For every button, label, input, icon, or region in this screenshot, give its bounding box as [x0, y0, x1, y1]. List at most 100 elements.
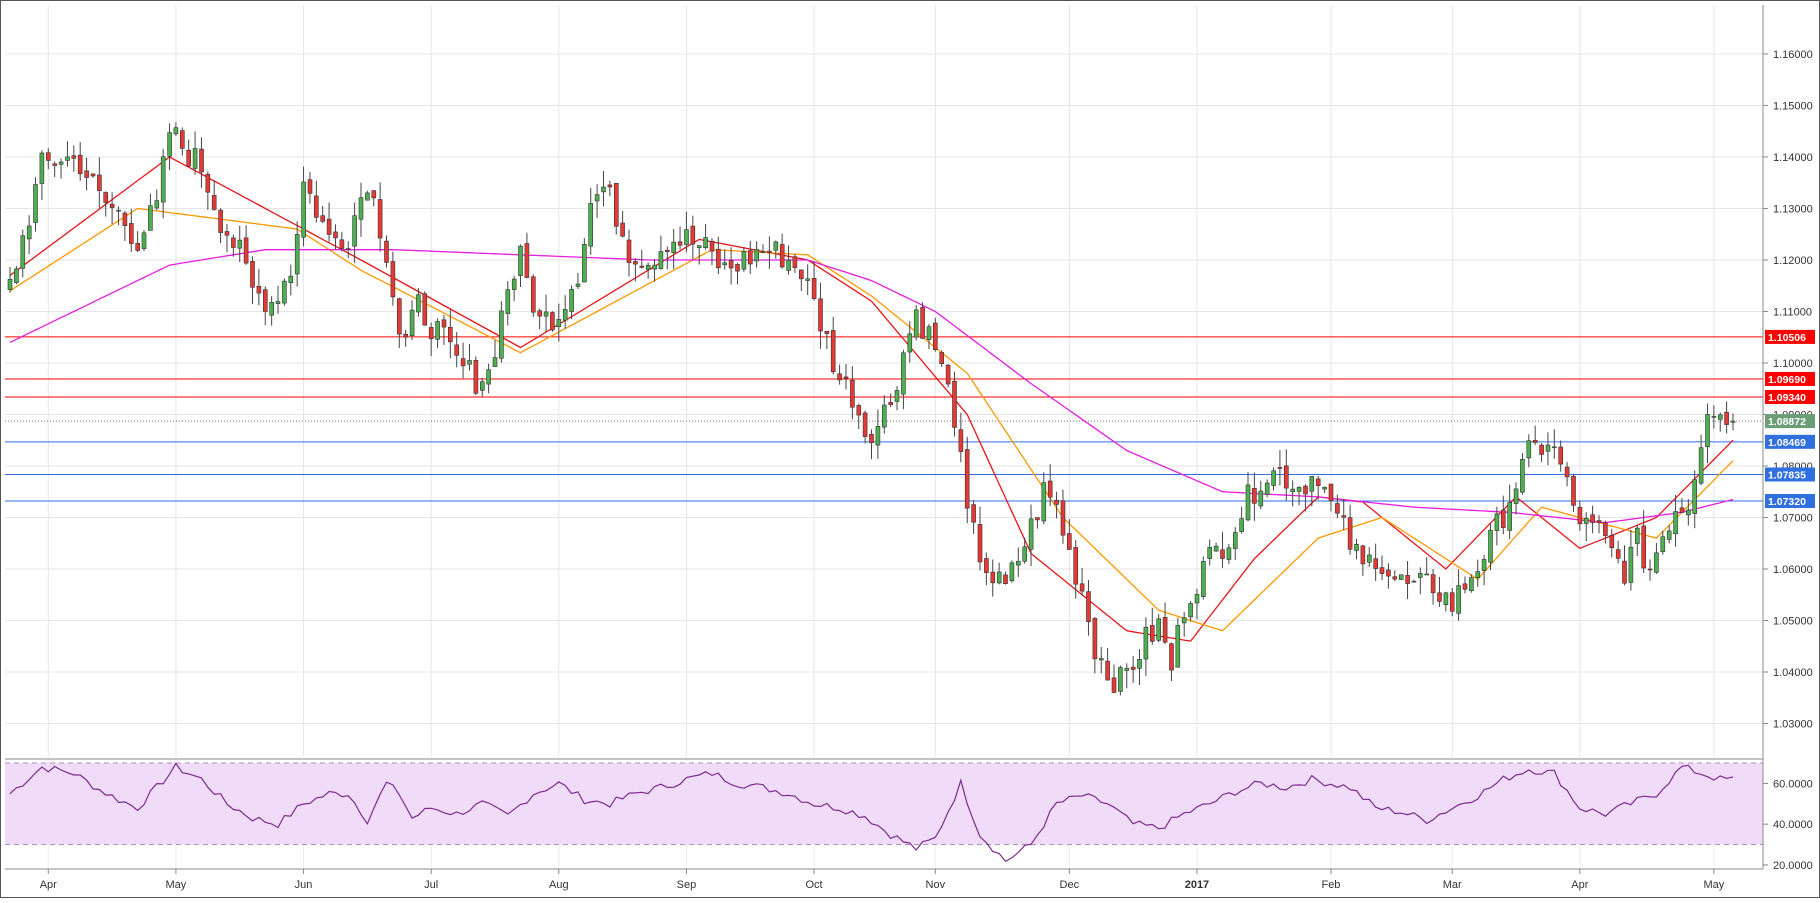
- candle-body: [626, 239, 632, 263]
- candle-body: [543, 311, 549, 317]
- level-price-label: 1.09340: [1768, 392, 1806, 404]
- candle-body: [1009, 562, 1015, 582]
- candle-body: [850, 379, 855, 408]
- candle-body: [237, 239, 243, 249]
- candle-body: [1564, 466, 1570, 478]
- candle-body: [90, 173, 96, 177]
- time-tick-label: May: [166, 879, 187, 891]
- candle-body: [1539, 444, 1544, 455]
- candle-body: [741, 251, 747, 270]
- candle-body: [1194, 594, 1200, 604]
- candle-body: [1622, 560, 1627, 584]
- candle-body: [1673, 511, 1678, 535]
- moving-averages: [9, 156, 1734, 642]
- candle-body: [1233, 532, 1238, 549]
- candle-body: [313, 195, 319, 218]
- candle-body: [345, 248, 351, 251]
- candle-body: [894, 390, 900, 402]
- candle-body: [830, 330, 836, 373]
- candle-body: [499, 310, 504, 359]
- candle-body: [1494, 513, 1500, 531]
- rsi-tick-label: 40.0000: [1773, 819, 1813, 831]
- candle-body: [1686, 509, 1691, 516]
- candle-body: [1718, 414, 1723, 420]
- candle-body: [677, 241, 683, 246]
- candle-body: [1666, 530, 1672, 540]
- candle-body: [358, 197, 364, 220]
- candle-body: [984, 558, 989, 573]
- candle-body: [722, 262, 728, 266]
- candle-body: [243, 237, 249, 264]
- candle-body: [1175, 625, 1181, 668]
- candle-body: [767, 250, 772, 253]
- candle-body: [129, 223, 134, 244]
- candle-body: [231, 237, 236, 248]
- candle-body: [1456, 585, 1461, 614]
- candle-body: [862, 412, 868, 437]
- price-tick-label: 1.07000: [1773, 512, 1813, 524]
- candle-body: [199, 148, 204, 173]
- candle-body: [486, 369, 491, 385]
- candle-body: [964, 449, 970, 509]
- candle-body: [786, 259, 791, 271]
- candle-body: [1188, 603, 1193, 618]
- candle-body: [454, 344, 460, 356]
- candle-body: [588, 203, 594, 247]
- candle-body: [1271, 470, 1276, 486]
- candle-body: [1124, 667, 1130, 671]
- candle-body: [20, 235, 26, 269]
- candle-body: [1679, 507, 1685, 513]
- candle-body: [1130, 666, 1136, 670]
- rsi-line: [9, 762, 1734, 863]
- candle-body: [1469, 577, 1474, 591]
- candle-body: [1220, 549, 1225, 559]
- candle-body: [1162, 616, 1168, 643]
- candle-body: [1086, 591, 1091, 622]
- time-tick-label: Apr: [40, 879, 57, 891]
- candle-body: [594, 194, 600, 202]
- candle-body: [1405, 574, 1410, 584]
- candle-body: [1367, 554, 1372, 563]
- candle-body: [932, 322, 938, 351]
- price-tick-label: 1.11000: [1773, 306, 1812, 318]
- candle-body: [167, 132, 172, 157]
- candle-body: [1481, 559, 1487, 572]
- candle-body: [1015, 561, 1021, 566]
- candle-body: [1711, 415, 1717, 418]
- candle-body: [288, 275, 294, 284]
- candle-body: [141, 232, 147, 249]
- candle-body: [1181, 617, 1187, 624]
- candle-body: [301, 181, 306, 238]
- candle-body: [148, 205, 153, 231]
- candle-body: [1035, 517, 1040, 521]
- candle-body: [1252, 487, 1257, 504]
- candle-body: [1513, 488, 1519, 504]
- time-tick-label: Apr: [1571, 879, 1588, 891]
- candle-body: [1462, 583, 1468, 590]
- candle-body: [1571, 475, 1576, 506]
- candle-body: [907, 333, 913, 353]
- candle-body: [1290, 488, 1295, 493]
- candle-body: [1360, 545, 1366, 565]
- candle-body: [1213, 545, 1219, 552]
- price-tick-label: 1.12000: [1773, 255, 1813, 267]
- candle-body: [250, 260, 255, 288]
- candle-body: [658, 251, 664, 270]
- candle-body: [1507, 502, 1512, 531]
- candle-body: [1647, 568, 1653, 571]
- candle-body: [1354, 543, 1359, 551]
- rsi-pane: [5, 762, 1763, 863]
- candle-body: [1590, 514, 1595, 523]
- time-tick-label: Feb: [1321, 879, 1340, 891]
- time-tick-label: Oct: [806, 879, 823, 891]
- level-price-label: 1.10506: [1768, 332, 1806, 344]
- candle-body: [1488, 529, 1493, 563]
- candle-body: [524, 243, 530, 278]
- candle-body: [1437, 592, 1442, 602]
- candle-body: [1532, 439, 1538, 443]
- candle-body: [1552, 446, 1557, 449]
- candle-body: [901, 352, 906, 395]
- candle-body: [39, 152, 45, 184]
- candle-body: [467, 360, 472, 365]
